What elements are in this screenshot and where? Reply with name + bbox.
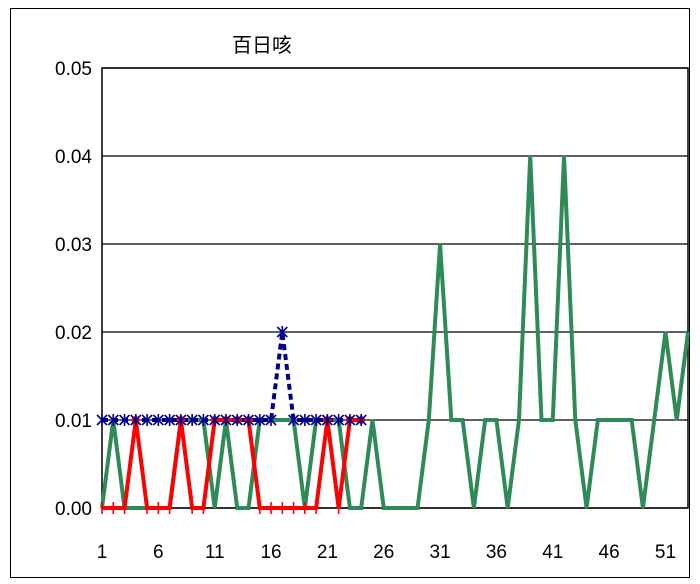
x-tick-label: 41 — [542, 542, 563, 563]
navy-asterisk-point — [96, 414, 108, 426]
x-tick-label: 1 — [97, 542, 108, 563]
navy-asterisk-point — [288, 414, 300, 426]
x-tick-label: 46 — [599, 542, 620, 563]
navy-asterisk-point — [299, 414, 311, 426]
navy-asterisk-point — [164, 414, 176, 426]
navy-asterisk-point — [186, 414, 198, 426]
x-tick-label: 21 — [317, 542, 338, 563]
navy-asterisk-point — [197, 414, 209, 426]
y-tick-label: 0.01 — [55, 411, 92, 432]
navy-asterisk-point — [321, 414, 333, 426]
navy-asterisk-point — [265, 414, 277, 426]
series-red-line — [102, 418, 362, 510]
series-navy-line — [102, 331, 362, 422]
navy-asterisk-point — [152, 414, 164, 426]
x-tick-label: 6 — [153, 542, 164, 563]
navy-asterisk-point — [333, 414, 345, 426]
plot-area — [101, 67, 689, 509]
y-tick-label: 0.00 — [55, 499, 92, 520]
x-tick-label: 36 — [486, 542, 507, 563]
navy-asterisk-point — [242, 414, 255, 426]
x-tick-label: 11 — [205, 542, 225, 563]
x-tick-label: 16 — [260, 542, 281, 563]
navy-asterisk-point — [118, 414, 131, 426]
navy-asterisk-point — [175, 414, 187, 426]
navy-asterisk-point — [344, 414, 356, 426]
navy-asterisk-point — [130, 414, 142, 426]
y-tick-label: 0.04 — [55, 147, 92, 168]
navy-asterisk-point — [276, 326, 288, 338]
navy-asterisk-point — [355, 414, 367, 426]
x-tick-label: 31 — [430, 542, 451, 563]
navy-asterisk-point — [254, 414, 266, 426]
series-green-line — [100, 155, 690, 510]
y-tick-label: 0.03 — [55, 235, 92, 256]
navy-asterisk-point — [310, 414, 322, 426]
x-tick-label: 51 — [655, 542, 676, 563]
y-tick-label: 0.05 — [55, 59, 92, 80]
y-tick-label: 0.02 — [55, 323, 92, 344]
chart-title: 百日咳 — [232, 33, 292, 57]
x-tick-label: 26 — [373, 542, 394, 563]
navy-asterisk-point — [220, 414, 232, 426]
navy-asterisk-point — [141, 414, 153, 426]
navy-asterisk-point — [231, 414, 243, 426]
navy-asterisk-point — [209, 414, 221, 426]
navy-asterisk-point — [107, 414, 119, 426]
